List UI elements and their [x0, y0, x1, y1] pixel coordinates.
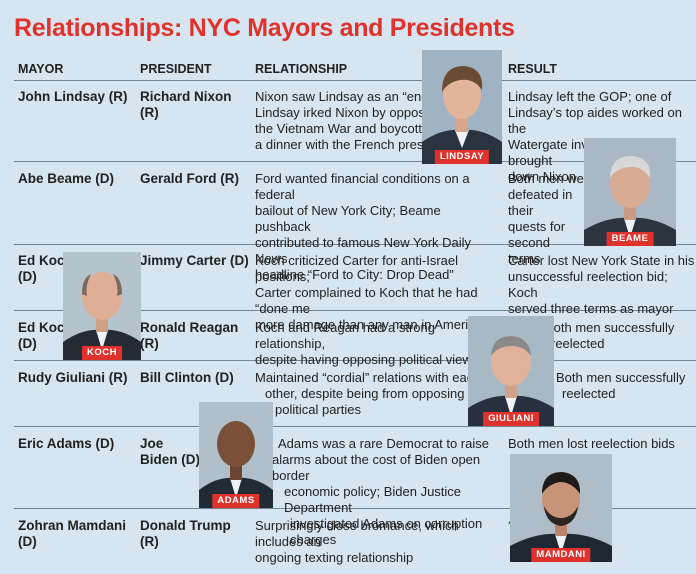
row-divider [14, 161, 696, 162]
result-text: Lindsay left the GOP; one of Lindsay’s to… [508, 89, 682, 184]
header-result: RESULT [508, 62, 558, 76]
result-text: Both men successfully reelected [545, 320, 675, 351]
header-mayor: MAYOR [18, 62, 64, 76]
beame-photo: BEAME [584, 138, 676, 246]
mayor-name: Zohran Mamdani (D) [18, 518, 127, 549]
relationship-text: Adams was a rare Democrat to raise alarms… [272, 436, 489, 547]
photo-label: BEAME [606, 232, 654, 246]
president-name: Ronald Reagan (R) [140, 320, 239, 351]
header-president: PRESIDENT [140, 62, 212, 76]
page-title: Relationships: NYC Mayors and Presidents [14, 14, 515, 42]
relationship-text: Koch and Reagan had a strong relationshi… [255, 320, 479, 367]
relationship-text: Nixon saw Lindsay as an “enemy”; Lindsay … [255, 89, 454, 152]
adams-photo: ADAMS [199, 402, 273, 508]
president-name: Joe Biden (D) [140, 436, 200, 467]
row-divider [14, 360, 696, 361]
mayor-name: Ed Koch (D) [18, 253, 73, 284]
row-divider [14, 310, 696, 311]
mamdani-photo: MAMDANI [510, 454, 612, 562]
relationship-text: Koch criticized Carter for anti-Israel p… [255, 253, 487, 332]
president-name: Jimmy Carter (D) [140, 253, 249, 268]
relationship-text: Surprisingly close bromance, which inclu… [255, 518, 459, 565]
mayor-name: John Lindsay (R) [18, 89, 128, 104]
president-name: Richard Nixon (R) [140, 89, 232, 120]
photo-label: MAMDANI [531, 548, 591, 562]
result-text: Both men lost reelection bids [508, 436, 675, 451]
president-name: Donald Trump (R) [140, 518, 231, 549]
mayor-name: Rudy Giuliani (R) [18, 370, 128, 385]
lindsay-photo: LINDSAY [422, 50, 502, 164]
mayor-name: Eric Adams (D) [18, 436, 115, 451]
giuliani-photo: GIULIANI [468, 316, 554, 426]
president-name: Gerald Ford (R) [140, 171, 240, 186]
koch-photo: KOCH [63, 252, 141, 360]
row-divider [14, 508, 696, 509]
photo-label: KOCH [82, 346, 122, 360]
result-text: Both men were defeated in their quests for… [508, 171, 596, 266]
result-text: Both men successfully reelected [556, 370, 686, 401]
mayor-name: Ed Koch (D) [18, 320, 73, 351]
row-divider [14, 244, 696, 245]
relationship-text: Maintained “cordial” relations with each… [255, 370, 481, 417]
result-text: Carter lost New York State in his unsucce… [508, 253, 695, 316]
mayor-name: Abe Beame (D) [18, 171, 115, 186]
relationship-text: Ford wanted financial conditions on a fe… [255, 171, 472, 282]
header-relationship: RELATIONSHIP [255, 62, 348, 76]
header-divider [14, 80, 696, 81]
photo-label: ADAMS [212, 494, 260, 508]
photo-label: GIULIANI [483, 412, 539, 426]
photo-label: LINDSAY [434, 150, 490, 164]
row-divider [14, 426, 696, 427]
president-name: Bill Clinton (D) [140, 370, 234, 385]
